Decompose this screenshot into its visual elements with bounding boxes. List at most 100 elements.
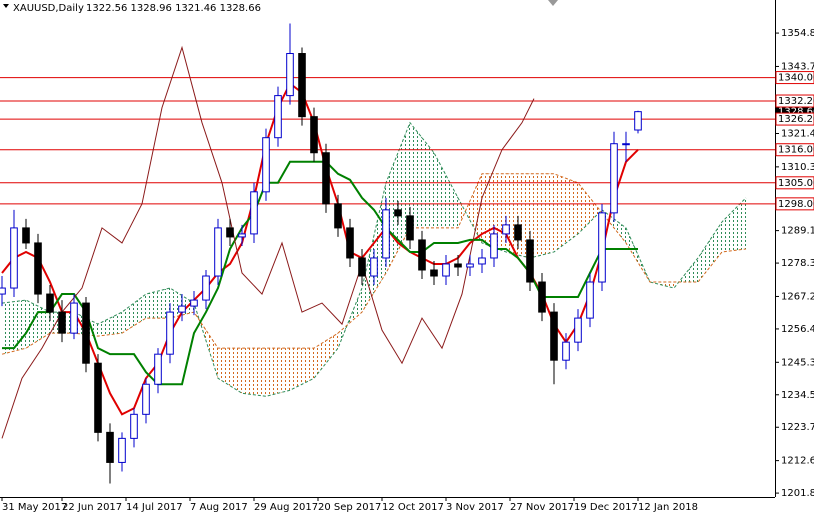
cloud-segment	[482, 173, 506, 252]
candle-body	[226, 227, 234, 238]
x-tick-label: 29 Aug 2017	[254, 502, 318, 513]
candle-body	[238, 233, 246, 238]
cloud-segment	[314, 333, 338, 379]
y-tick-label: 1201.80	[781, 488, 814, 499]
cloud-span-line	[1, 121, 747, 397]
level-label: 1316.00	[778, 145, 814, 156]
candle-body	[526, 239, 534, 283]
x-tick-label: 12 Jan 2018	[638, 502, 698, 513]
candle-body	[514, 224, 522, 241]
candle-body	[610, 143, 618, 214]
candle-body	[538, 281, 546, 313]
candle-body	[478, 257, 486, 265]
x-tick-label: 12 Oct 2017	[382, 502, 444, 513]
candle-body	[622, 143, 630, 146]
cloud-segment	[2, 300, 26, 355]
indicator-line	[1, 45, 535, 439]
y-tick-label: 1223.70	[781, 422, 814, 433]
chart-title: XAUUSD,Daily	[13, 3, 84, 14]
candle-body	[634, 111, 642, 131]
level-label-box	[775, 197, 814, 211]
candle-body	[34, 242, 42, 295]
y-tick-label: 1321.40	[781, 128, 814, 139]
cloud-segment	[434, 152, 458, 228]
candle-body	[574, 317, 582, 343]
cloud-segment	[698, 221, 722, 283]
level-label: 1298.00	[778, 199, 814, 210]
candle-body	[0, 287, 6, 295]
candle-body	[454, 263, 462, 268]
candle-body	[106, 431, 114, 463]
candle-body	[550, 311, 558, 361]
candle-body	[490, 233, 498, 259]
candle-body	[10, 227, 18, 289]
cloud-segment	[98, 312, 122, 337]
current-price-label: 1328.66	[778, 107, 814, 118]
candle-body	[214, 227, 222, 277]
cloud-segment	[578, 182, 602, 234]
candle-body	[286, 53, 294, 97]
cloud-segment	[674, 257, 698, 289]
candle-body	[358, 257, 366, 277]
level-label: 1332.20	[778, 96, 814, 107]
x-tick-label: 31 May 2017	[2, 502, 67, 513]
level-label-box	[775, 71, 814, 85]
cloud-segment	[530, 173, 554, 258]
x-tick-label: 27 Nov 2017	[510, 502, 574, 513]
cloud-segment	[410, 122, 434, 228]
candle-body	[94, 362, 102, 433]
y-tick-label: 1278.30	[781, 258, 814, 269]
y-tick-label: 1256.40	[781, 324, 814, 335]
shift-icon	[548, 0, 558, 6]
y-tick-label: 1245.30	[781, 357, 814, 368]
x-tick-label: 22 Jun 2017	[62, 502, 122, 513]
level-label: 1340.00	[778, 73, 814, 84]
level-label-box	[775, 143, 814, 157]
level-label-box	[775, 112, 814, 126]
candle-body	[82, 302, 90, 364]
candle-body	[298, 53, 306, 118]
candle-body	[394, 209, 402, 217]
cloud-span-line	[1, 173, 747, 355]
candle-body	[334, 203, 342, 229]
candle-body	[562, 341, 570, 361]
candle-body	[502, 224, 510, 235]
candle-body	[154, 353, 162, 385]
plot-area	[0, 23, 775, 484]
candle-body	[118, 437, 126, 463]
candle-body	[406, 215, 414, 241]
candle-body	[46, 293, 54, 313]
level-label-box	[775, 176, 814, 190]
cloud-segment	[266, 348, 290, 397]
candle-body	[166, 311, 174, 355]
y-tick-label: 1343.70	[781, 61, 814, 72]
cloud-segment	[146, 288, 170, 319]
candle-body	[142, 383, 150, 415]
level-label: 1305.00	[778, 178, 814, 189]
x-tick-label: 3 Nov 2017	[446, 502, 504, 513]
candle-body	[250, 191, 258, 235]
symbol-icon	[3, 4, 9, 8]
level-label-box	[775, 94, 814, 108]
cloud-segment	[722, 197, 746, 252]
candle-body	[346, 227, 354, 259]
y-tick-label: 1234.50	[781, 390, 814, 401]
x-tick-label: 7 Aug 2017	[190, 502, 248, 513]
level-label: 1326.20	[778, 114, 814, 125]
y-tick-label: 1289.10	[781, 226, 814, 237]
y-tick-label: 1212.60	[781, 456, 814, 467]
x-tick-label: 14 Jul 2017	[126, 502, 183, 513]
candle-body	[70, 302, 78, 334]
candle-body	[418, 239, 426, 271]
candle-body	[130, 413, 138, 439]
cloud-segment	[242, 348, 266, 397]
candle-body	[370, 257, 378, 277]
candle-body	[274, 95, 282, 139]
candle-body	[58, 311, 66, 334]
cloud-segment	[290, 348, 314, 391]
candle-body	[466, 263, 474, 268]
y-tick-label: 1267.20	[781, 291, 814, 302]
candle-body	[22, 227, 30, 244]
candle-body	[442, 263, 450, 277]
